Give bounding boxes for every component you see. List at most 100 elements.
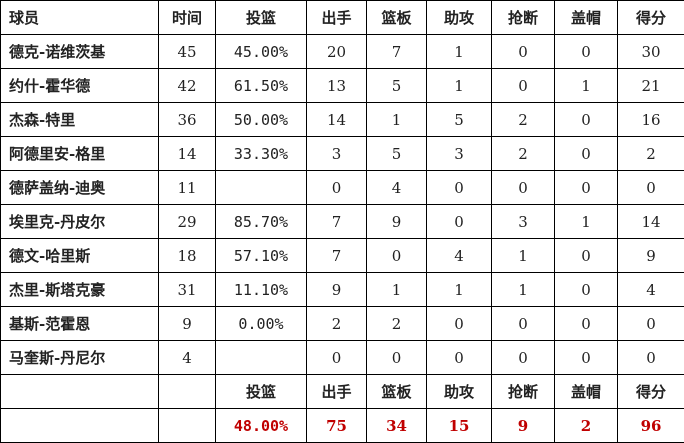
stat-cell: 45.00% <box>216 35 307 69</box>
player-name: 杰里-斯塔克豪 <box>1 273 159 307</box>
total-label: 抢断 <box>492 375 555 409</box>
player-name: 德萨盖纳-迪奥 <box>1 171 159 205</box>
stat-cell: 1 <box>492 239 555 273</box>
stat-cell: 0 <box>427 205 492 239</box>
player-name: 基斯-范霍恩 <box>1 307 159 341</box>
total-value: 96 <box>618 409 684 443</box>
stat-cell: 4 <box>159 341 216 375</box>
total-label: 盖帽 <box>555 375 618 409</box>
stat-cell: 7 <box>307 239 367 273</box>
total-value: 48.00% <box>216 409 307 443</box>
empty-cell <box>159 375 216 409</box>
stat-cell: 36 <box>159 103 216 137</box>
header-cell: 得分 <box>618 1 684 35</box>
stat-cell: 42 <box>159 69 216 103</box>
stat-cell: 0 <box>492 35 555 69</box>
stat-cell: 9 <box>367 205 427 239</box>
stat-cell: 0 <box>555 341 618 375</box>
stat-cell: 3 <box>427 137 492 171</box>
stat-cell: 0 <box>492 341 555 375</box>
stat-cell: 5 <box>367 137 427 171</box>
stat-cell: 16 <box>618 103 684 137</box>
stat-cell: 0 <box>492 69 555 103</box>
stat-cell: 0 <box>307 171 367 205</box>
empty-cell <box>1 375 159 409</box>
stat-cell: 14 <box>159 137 216 171</box>
stat-cell: 0 <box>555 103 618 137</box>
player-name: 杰森-特里 <box>1 103 159 137</box>
stat-cell: 21 <box>618 69 684 103</box>
stat-cell: 13 <box>307 69 367 103</box>
stat-cell: 29 <box>159 205 216 239</box>
header-cell: 球员 <box>1 1 159 35</box>
stat-cell: 0 <box>367 341 427 375</box>
stat-cell: 7 <box>367 35 427 69</box>
stat-cell: 50.00% <box>216 103 307 137</box>
stat-cell: 0 <box>555 239 618 273</box>
stat-cell: 2 <box>618 137 684 171</box>
stat-cell: 1 <box>427 273 492 307</box>
table-row: 球员时间投篮出手篮板助攻抢断盖帽得分 <box>1 1 684 35</box>
stat-cell: 61.50% <box>216 69 307 103</box>
table-row: 投篮出手篮板助攻抢断盖帽得分 <box>1 375 684 409</box>
stat-cell: 0 <box>307 341 367 375</box>
total-label: 得分 <box>618 375 684 409</box>
stat-cell: 4 <box>427 239 492 273</box>
stat-cell: 4 <box>618 273 684 307</box>
total-label: 投篮 <box>216 375 307 409</box>
stat-cell: 9 <box>159 307 216 341</box>
stat-cell: 85.70% <box>216 205 307 239</box>
stat-cell: 9 <box>618 239 684 273</box>
header-cell: 出手 <box>307 1 367 35</box>
stat-cell: 14 <box>618 205 684 239</box>
stat-cell: 0 <box>427 307 492 341</box>
header-cell: 篮板 <box>367 1 427 35</box>
stat-cell: 2 <box>492 137 555 171</box>
total-label: 助攻 <box>427 375 492 409</box>
stat-cell: 0 <box>555 273 618 307</box>
stat-cell: 0 <box>427 341 492 375</box>
total-value: 2 <box>555 409 618 443</box>
stat-cell: 1 <box>367 103 427 137</box>
stat-cell: 45 <box>159 35 216 69</box>
header-cell: 助攻 <box>427 1 492 35</box>
stat-cell: 5 <box>367 69 427 103</box>
stat-cell: 31 <box>159 273 216 307</box>
stat-cell: 30 <box>618 35 684 69</box>
stat-cell: 57.10% <box>216 239 307 273</box>
stat-cell: 2 <box>367 307 427 341</box>
total-value: 15 <box>427 409 492 443</box>
stat-cell: 1 <box>427 69 492 103</box>
stat-cell: 0 <box>427 171 492 205</box>
stat-cell: 0 <box>367 239 427 273</box>
stat-cell: 3 <box>307 137 367 171</box>
stat-cell: 0 <box>555 35 618 69</box>
stat-cell <box>216 171 307 205</box>
stat-cell: 1 <box>427 35 492 69</box>
header-cell: 时间 <box>159 1 216 35</box>
stat-cell: 0 <box>555 137 618 171</box>
total-label: 出手 <box>307 375 367 409</box>
player-name: 阿德里安-格里 <box>1 137 159 171</box>
stat-cell: 0 <box>555 171 618 205</box>
empty-cell <box>1 409 159 443</box>
stat-cell: 0.00% <box>216 307 307 341</box>
stat-cell: 1 <box>555 69 618 103</box>
empty-cell <box>159 409 216 443</box>
stat-cell: 0 <box>618 307 684 341</box>
stat-cell: 4 <box>367 171 427 205</box>
player-name: 约什-霍华德 <box>1 69 159 103</box>
stat-cell: 0 <box>492 307 555 341</box>
stat-cell: 9 <box>307 273 367 307</box>
stat-cell: 1 <box>555 205 618 239</box>
stat-cell: 2 <box>307 307 367 341</box>
